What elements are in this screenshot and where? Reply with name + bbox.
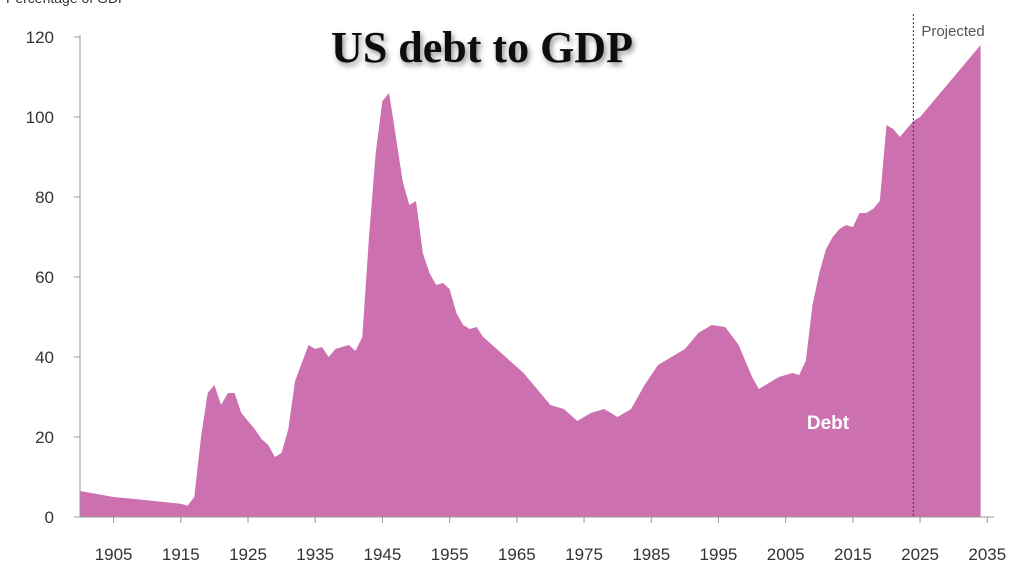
x-tick-label: 1975 (565, 545, 603, 564)
x-tick-label: 1995 (700, 545, 738, 564)
x-tick-label: 2005 (767, 545, 805, 564)
y-tick-label: 100 (26, 108, 54, 127)
y-tick-label: 60 (35, 268, 54, 287)
y-tick-label: 0 (45, 508, 54, 527)
x-tick-label: 1955 (431, 545, 469, 564)
x-tick-label: 2025 (901, 545, 939, 564)
x-tick-label: 2015 (834, 545, 872, 564)
x-tick-label: 1935 (296, 545, 334, 564)
chart-title: US debt to GDP (331, 23, 633, 72)
y-tick-label: 20 (35, 428, 54, 447)
x-tick-label: 1945 (364, 545, 402, 564)
y-tick-label: 80 (35, 188, 54, 207)
x-tick-label: 1985 (632, 545, 670, 564)
projected-label: Projected (921, 23, 984, 40)
x-tick-label: 1925 (229, 545, 267, 564)
y-tick-label: 40 (35, 348, 54, 367)
debt-area-series (80, 45, 981, 517)
x-tick-label: 1905 (95, 545, 133, 564)
x-tick-label: 1915 (162, 545, 200, 564)
y-tick-label: 120 (26, 28, 54, 47)
series-label-debt: Debt (807, 413, 850, 434)
x-tick-label: 2035 (968, 545, 1006, 564)
x-tick-label: 1965 (498, 545, 536, 564)
y-axis-label: Percentage of GDP (6, 0, 127, 6)
